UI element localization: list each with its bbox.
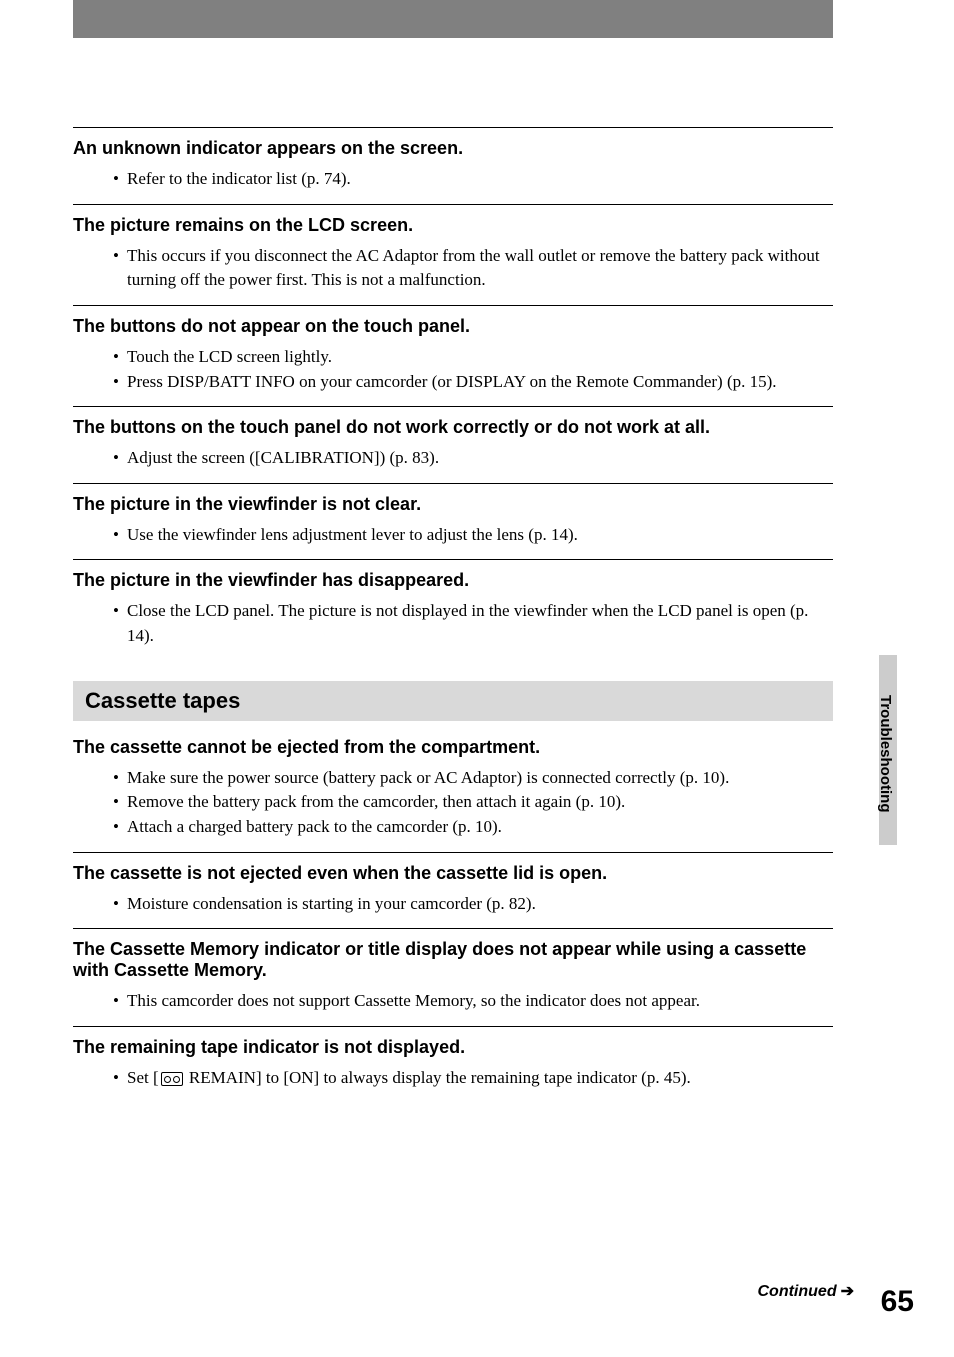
category-header: Cassette tapes (73, 681, 833, 721)
troubleshoot-section: The picture in the viewfinder has disapp… (73, 559, 833, 660)
troubleshoot-section: The Cassette Memory indicator or title d… (73, 928, 833, 1026)
header-bar (73, 0, 833, 38)
troubleshoot-section: The buttons do not appear on the touch p… (73, 305, 833, 406)
bullet-suffix: REMAIN] to [ON] to always display the re… (185, 1068, 691, 1087)
bullet-item: Set [ REMAIN] to [ON] to always display … (113, 1066, 833, 1091)
section-heading: An unknown indicator appears on the scre… (73, 138, 833, 159)
section-heading: The buttons do not appear on the touch p… (73, 316, 833, 337)
bullet-item: This occurs if you disconnect the AC Ada… (113, 244, 833, 293)
continued-label: Continued➔ (758, 1281, 855, 1301)
tape-icon (161, 1072, 183, 1086)
bullet-list: Moisture condensation is starting in you… (73, 892, 833, 917)
bullet-list: This camcorder does not support Cassette… (73, 989, 833, 1014)
bullet-item: Refer to the indicator list (p. 74). (113, 167, 833, 192)
section-heading: The picture in the viewfinder is not cle… (73, 494, 833, 515)
page-number: 65 (881, 1285, 914, 1319)
bullet-item: Remove the battery pack from the camcord… (113, 790, 833, 815)
troubleshoot-section: The picture remains on the LCD screen. T… (73, 204, 833, 305)
troubleshoot-section: The remaining tape indicator is not disp… (73, 1026, 833, 1103)
bullet-list: Adjust the screen ([CALIBRATION]) (p. 83… (73, 446, 833, 471)
section-heading: The cassette is not ejected even when th… (73, 863, 833, 884)
bullet-item: Make sure the power source (battery pack… (113, 766, 833, 791)
bullet-list: Refer to the indicator list (p. 74). (73, 167, 833, 192)
bullet-item: Adjust the screen ([CALIBRATION]) (p. 83… (113, 446, 833, 471)
side-label: Troubleshooting (877, 695, 894, 813)
troubleshoot-section: The cassette cannot be ejected from the … (73, 737, 833, 852)
bullet-item: Press DISP/BATT INFO on your camcorder (… (113, 370, 833, 395)
troubleshoot-section: The buttons on the touch panel do not wo… (73, 406, 833, 483)
bullet-item: Attach a charged battery pack to the cam… (113, 815, 833, 840)
bullet-list: Close the LCD panel. The picture is not … (73, 599, 833, 648)
bullet-item: Use the viewfinder lens adjustment lever… (113, 523, 833, 548)
section-heading: The Cassette Memory indicator or title d… (73, 939, 833, 981)
bullet-item: Moisture condensation is starting in you… (113, 892, 833, 917)
section-heading: The cassette cannot be ejected from the … (73, 737, 833, 758)
bullet-list: This occurs if you disconnect the AC Ada… (73, 244, 833, 293)
bullet-item: Close the LCD panel. The picture is not … (113, 599, 833, 648)
bullet-list: Set [ REMAIN] to [ON] to always display … (73, 1066, 833, 1091)
continued-text: Continued (758, 1283, 837, 1300)
troubleshoot-section: The cassette is not ejected even when th… (73, 852, 833, 929)
section-heading: The buttons on the touch panel do not wo… (73, 417, 833, 438)
section-heading: The picture remains on the LCD screen. (73, 215, 833, 236)
section-heading: The remaining tape indicator is not disp… (73, 1037, 833, 1058)
bullet-list: Use the viewfinder lens adjustment lever… (73, 523, 833, 548)
arrow-right-icon: ➔ (841, 1281, 854, 1301)
bullet-list: Make sure the power source (battery pack… (73, 766, 833, 840)
section-heading: The picture in the viewfinder has disapp… (73, 570, 833, 591)
bullet-prefix: Set [ (127, 1068, 159, 1087)
bullet-item: Touch the LCD screen lightly. (113, 345, 833, 370)
bullet-item: This camcorder does not support Cassette… (113, 989, 833, 1014)
troubleshoot-section: An unknown indicator appears on the scre… (73, 127, 833, 204)
troubleshoot-section: The picture in the viewfinder is not cle… (73, 483, 833, 560)
main-content: An unknown indicator appears on the scre… (73, 127, 833, 1103)
bullet-list: Touch the LCD screen lightly. Press DISP… (73, 345, 833, 394)
